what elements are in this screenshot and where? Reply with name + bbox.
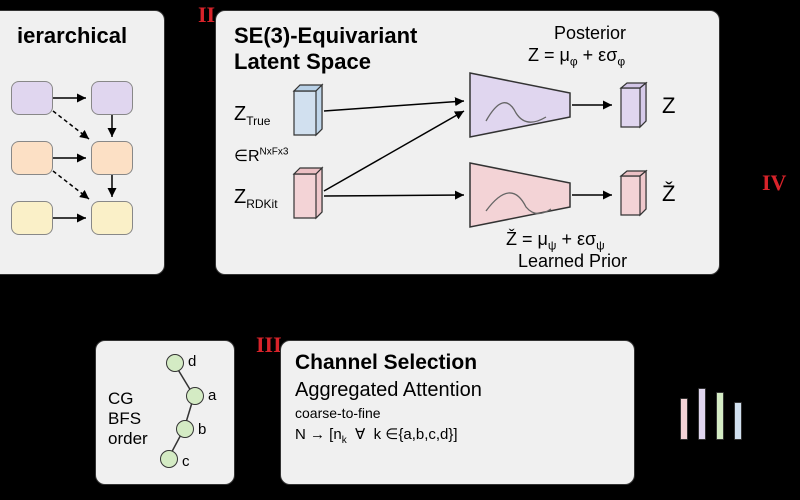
prior-eq: Ž = μψ + εσψ [506, 229, 605, 253]
bar-green [716, 392, 724, 440]
graph-node [186, 387, 204, 405]
flow-box [91, 141, 133, 175]
graph-node [166, 354, 184, 372]
prior-encoder [466, 159, 586, 231]
inter-panel-arrow [165, 130, 215, 150]
posterior-eq: Z = μφ + εσφ [528, 45, 625, 69]
z-true-label: ZTrue [234, 103, 270, 128]
panel-hierarchical: ierarchical [0, 10, 165, 275]
posterior-label: Posterior [554, 23, 626, 44]
z-out-label: Z [662, 93, 675, 119]
panel-cg-bfs: CG BFS order d a b c [95, 340, 235, 485]
zhat-out-block [616, 169, 652, 223]
z-rdkit-block [288, 166, 328, 226]
posterior-encoder [466, 69, 586, 141]
graph-node [176, 420, 194, 438]
node-d-label: d [188, 353, 196, 370]
panel4-title: Channel Selection [295, 351, 477, 375]
bar-purple [698, 388, 706, 440]
panel-latent-space: SE(3)-Equivariant Latent Space Posterior… [215, 10, 720, 275]
panel2-title2: Latent Space [234, 49, 371, 75]
node-c-label: c [182, 453, 190, 470]
flow-box [11, 141, 53, 175]
graph-node [160, 450, 178, 468]
in-r-label: ∈RNxFx3 [234, 146, 288, 166]
panel4-subtitle: Aggregated Attention [295, 379, 482, 402]
cg-label: CG [108, 389, 134, 409]
node-b-label: b [198, 421, 206, 438]
flow-box [91, 81, 133, 115]
flow-box [91, 201, 133, 235]
roman-ii: II [198, 2, 215, 28]
bar-pink [680, 398, 688, 440]
panel2-title1: SE(3)-Equivariant [234, 23, 417, 49]
mapping-label: N → [nk ∀ k ∈{a,b,c,d}] [295, 425, 458, 446]
coarse-label: coarse-to-fine [295, 405, 381, 421]
z-true-block [288, 83, 328, 143]
prior-label: Learned Prior [518, 251, 627, 272]
bar-blue [734, 402, 742, 440]
flow-box [11, 81, 53, 115]
node-a-label: a [208, 387, 216, 404]
roman-iii: III [256, 332, 282, 358]
z-out-block [616, 81, 652, 135]
panel1-title: ierarchical [17, 23, 127, 49]
z-rdkit-label: ZRDKit [234, 186, 278, 211]
panel-channel-selection: Channel Selection Aggregated Attention c… [280, 340, 635, 485]
flow-box [11, 201, 53, 235]
order-label: order [108, 429, 148, 449]
roman-iv: IV [762, 170, 786, 196]
zhat-out-label: Ž [662, 181, 675, 207]
bfs-label: BFS [108, 409, 141, 429]
